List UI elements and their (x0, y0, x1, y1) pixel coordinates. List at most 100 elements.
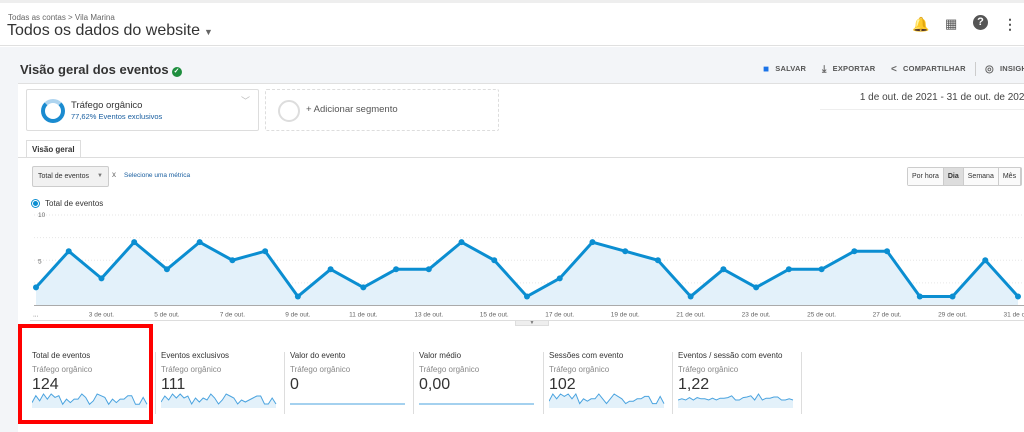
property-name: Todos os dados do website (7, 22, 201, 39)
metric-divider (801, 352, 802, 414)
caret-down-icon: ▼ (204, 27, 213, 37)
x-tick-label: 25 de out. (807, 312, 836, 319)
x-tick-label: 27 de out. (873, 312, 902, 319)
data-point (818, 266, 825, 273)
save-icon: ■ (763, 64, 770, 75)
data-point (654, 257, 661, 264)
metric-card[interactable]: Sessões com evento Tráfego orgânico 102 (549, 351, 674, 413)
sparkline-area (419, 404, 534, 408)
x-tick-label: 19 de out. (611, 312, 640, 319)
remove-metric-button[interactable]: x (112, 170, 116, 179)
segment-ring-icon (41, 99, 65, 123)
sparkline (161, 393, 277, 408)
data-point (753, 284, 760, 291)
data-point (229, 257, 236, 264)
add-segment-button[interactable]: + Adicionar segmento (265, 89, 499, 131)
bell-icon[interactable]: 🔔 (912, 16, 930, 32)
data-point (687, 293, 694, 300)
sparkline (549, 393, 665, 408)
x-tick-label: 29 de out. (938, 312, 967, 319)
data-point (785, 266, 792, 273)
sparkline (32, 393, 148, 408)
metric-divider (155, 352, 156, 414)
export-label: EXPORTAR (832, 64, 876, 73)
data-point (425, 266, 432, 273)
x-tick-label: 13 de out. (414, 312, 443, 319)
x-tick-label: 11 de out. (349, 312, 378, 319)
more-vert-icon[interactable]: ⋮ (1003, 16, 1017, 32)
tab-overview[interactable]: Visão geral (26, 140, 81, 158)
events-line-chart: 10 5... 3 de out. 5 de out. 7 de out. 9 de ou… (33, 212, 1024, 319)
metric-label: Total de eventos (32, 351, 91, 360)
metric-label: Eventos exclusivos (161, 351, 230, 360)
breadcrumb[interactable]: Todas as contas > Vila Marina (8, 13, 115, 22)
segment-name: Tráfego orgânico (71, 100, 143, 111)
data-point (491, 257, 498, 264)
sparkline (678, 393, 794, 408)
divider (975, 62, 976, 76)
data-point (393, 266, 400, 273)
x-tick-label: 7 de out. (220, 312, 245, 319)
x-tick-label: 9 de out. (285, 312, 310, 319)
sparkline-area (161, 394, 276, 408)
save-button[interactable]: ■ SALVAR (763, 64, 806, 75)
data-point (196, 239, 203, 246)
granularity-toggle: Por hora Dia Semana Mês (907, 167, 1023, 186)
apps-icon[interactable]: ▦ (945, 16, 958, 31)
granularity-week[interactable]: Semana (963, 168, 999, 185)
metric-card[interactable]: Valor do evento Tráfego orgânico 0 (290, 351, 415, 413)
data-point (720, 266, 727, 273)
chevron-down-icon[interactable]: ﹀ (240, 96, 250, 106)
x-tick-label: 21 de out. (676, 312, 705, 319)
metric-divider (543, 352, 544, 414)
granularity-month[interactable]: Mês (998, 168, 1022, 185)
data-point (1015, 293, 1021, 300)
x-tick-label: 5 de out. (154, 312, 179, 319)
property-selector[interactable]: Todos os dados do website ▼ (7, 22, 213, 40)
metric-card[interactable]: Eventos / sessão com evento Tráfego orgân… (678, 351, 803, 413)
metric-value: 1,22 (678, 376, 710, 393)
sparkline-line (161, 393, 277, 406)
data-point (589, 239, 596, 246)
date-range-picker[interactable]: 1 de out. de 2021 - 31 de out. de 2021 (820, 92, 1024, 110)
page-title-text: Visão geral dos eventos (20, 62, 169, 77)
data-point (163, 266, 170, 273)
x-tick-label: 17 de out. (545, 312, 574, 319)
insights-button[interactable]: ◎ INSIGHTS (985, 64, 1024, 75)
x-tick-label: 23 de out. (742, 312, 771, 319)
metric-value: 0,00 (419, 376, 451, 393)
metric-card[interactable]: Valor médio Tráfego orgânico 0,00 (419, 351, 544, 413)
metric-card[interactable]: Total de eventos Tráfego orgânico 124 (32, 351, 157, 413)
metric-divider (672, 352, 673, 414)
chart-legend: Total de eventos (32, 199, 103, 208)
metric-label: Valor médio (419, 351, 462, 360)
legend-label: Total de eventos (45, 199, 104, 208)
metric-divider (413, 352, 414, 414)
data-point (131, 239, 138, 246)
metric-card[interactable]: Eventos exclusivos Tráfego orgânico 111 (161, 351, 286, 413)
select-metric-link[interactable]: Selecione uma métrica (124, 172, 191, 179)
sparkline-area (549, 394, 664, 408)
share-icon: < (891, 64, 898, 75)
highlight-box (18, 324, 153, 424)
data-point (524, 293, 530, 300)
top-bar (0, 0, 1024, 46)
granularity-day[interactable]: Dia (943, 168, 964, 185)
metric-value: 0 (290, 376, 299, 393)
help-icon[interactable]: ? (973, 15, 988, 30)
export-button[interactable]: ⤓ EXPORTAR (822, 64, 875, 75)
sparkline-line (678, 393, 794, 401)
x-tick-label: 31 de out. (1004, 312, 1024, 319)
metric-dropdown[interactable]: Total de eventos ▼ (32, 166, 109, 187)
segment-card-organic[interactable]: Tráfego orgânico 77,62% Eventos exclusiv… (26, 89, 259, 131)
granularity-hour[interactable]: Por hora (908, 168, 944, 185)
report-title-bar (18, 47, 1024, 84)
caret-down-icon: ▼ (97, 173, 103, 179)
share-button[interactable]: < COMPARTILHAR (891, 64, 966, 75)
sparkline (290, 403, 405, 405)
metric-value: 124 (32, 376, 59, 393)
metric-segment: Tráfego orgânico (549, 365, 610, 374)
download-icon: ⤓ (822, 64, 827, 75)
empty-segment-icon (278, 100, 300, 122)
metric-segment: Tráfego orgânico (161, 365, 222, 374)
